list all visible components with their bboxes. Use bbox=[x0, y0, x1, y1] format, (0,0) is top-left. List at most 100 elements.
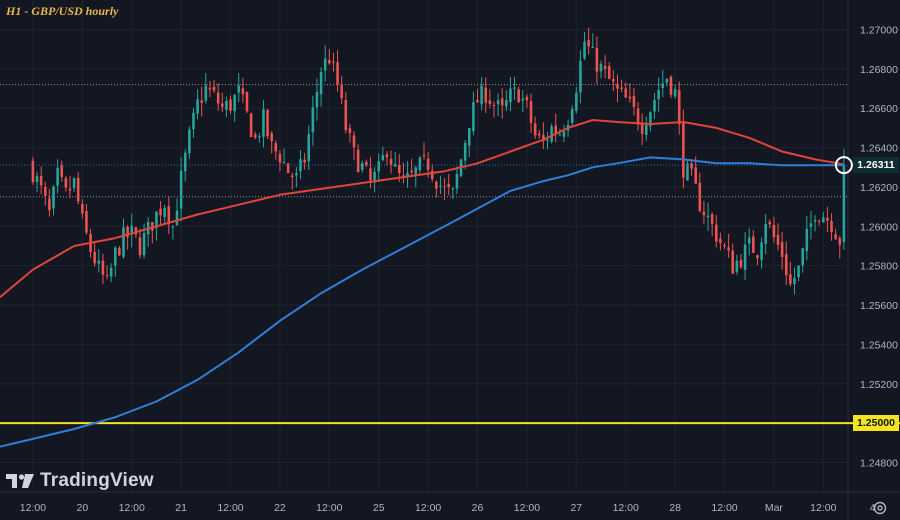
candle-down bbox=[134, 227, 138, 235]
candle-up bbox=[377, 161, 380, 172]
candle-down bbox=[385, 154, 389, 158]
candle-up bbox=[262, 109, 265, 137]
y-tick-label: 1.25800 bbox=[860, 261, 898, 273]
candle-down bbox=[756, 255, 759, 259]
candle-down bbox=[624, 88, 627, 98]
brand-name: TradingView bbox=[40, 470, 154, 491]
candle-up bbox=[406, 173, 409, 177]
candle-down bbox=[834, 234, 837, 240]
x-tick-label: Mar bbox=[765, 502, 784, 514]
candle-down bbox=[529, 101, 533, 123]
candle-down bbox=[85, 211, 88, 233]
y-tick-label: 1.27000 bbox=[860, 25, 898, 37]
candle-up bbox=[550, 126, 553, 142]
candle-up bbox=[204, 85, 208, 101]
candle-down bbox=[476, 99, 479, 103]
candle-down bbox=[443, 186, 446, 188]
candle-up bbox=[418, 157, 422, 171]
y-tick-label: 1.26400 bbox=[860, 143, 898, 155]
candle-down bbox=[328, 60, 331, 64]
candle-down bbox=[484, 87, 488, 103]
candle-up bbox=[155, 211, 158, 229]
candle-down bbox=[159, 208, 162, 216]
y-tick-label: 1.26200 bbox=[860, 182, 898, 194]
candle-up bbox=[472, 102, 475, 131]
candle-up bbox=[192, 112, 195, 130]
candle-up bbox=[521, 98, 525, 101]
y-tick-label: 1.25400 bbox=[860, 339, 898, 351]
candle-down bbox=[81, 204, 84, 214]
candle-up bbox=[113, 247, 117, 266]
candle-down bbox=[344, 100, 348, 131]
candle-down bbox=[488, 100, 492, 104]
candle-down bbox=[216, 92, 220, 104]
moving-averages bbox=[0, 119, 845, 448]
candle-down bbox=[430, 170, 434, 179]
candle-up bbox=[801, 248, 804, 266]
candle-down bbox=[789, 274, 792, 284]
horizontal-levels bbox=[0, 84, 900, 425]
time-axis[interactable]: 12:00 20 12:00 21 12:00 22 12:00 25 12:00 26 12:00… bbox=[20, 502, 876, 514]
candle-down bbox=[632, 95, 636, 107]
candle-down bbox=[682, 122, 685, 178]
candle-down bbox=[356, 149, 360, 173]
x-tick-label: 12:00 bbox=[613, 502, 639, 514]
candle-down bbox=[817, 220, 821, 222]
x-tick-label: 12:00 bbox=[514, 502, 540, 514]
candle-down bbox=[830, 221, 833, 233]
candle-down bbox=[784, 254, 788, 276]
x-tick-label: 12:00 bbox=[711, 502, 737, 514]
candle-down bbox=[274, 143, 278, 152]
candle-up bbox=[439, 185, 442, 187]
price-axis[interactable]: 1.27000 1.26800 1.26600 1.26400 1.26200 1.260… bbox=[860, 25, 898, 470]
candle-down bbox=[702, 211, 706, 216]
candle-up bbox=[468, 128, 471, 146]
candle-up bbox=[822, 217, 825, 223]
y-tick-label: 1.26600 bbox=[860, 103, 898, 115]
candle-up bbox=[109, 267, 113, 277]
current-price-label: 1.26311 bbox=[853, 157, 899, 174]
candle-down bbox=[694, 167, 697, 184]
candle-down bbox=[838, 238, 842, 245]
candle-down bbox=[365, 161, 368, 166]
candle-up bbox=[414, 167, 418, 175]
y-tick-label: 1.26800 bbox=[860, 64, 898, 76]
candle-up bbox=[196, 99, 199, 114]
candle-up bbox=[649, 112, 652, 127]
candle-down bbox=[402, 175, 405, 177]
candle-down bbox=[607, 66, 611, 79]
candle-up bbox=[797, 265, 800, 278]
brand-logo[interactable]: TradingView bbox=[6, 470, 154, 492]
candle-down bbox=[126, 226, 129, 238]
candle-up bbox=[381, 155, 385, 160]
candle-up bbox=[842, 165, 846, 243]
candle-down bbox=[151, 222, 154, 231]
candle-down bbox=[167, 206, 171, 225]
candle-up bbox=[706, 215, 710, 218]
y-tick-label: 1.24800 bbox=[860, 457, 898, 469]
y-tick-label: 1.25600 bbox=[860, 300, 898, 312]
candle-up bbox=[171, 226, 175, 228]
candle-down bbox=[768, 221, 772, 225]
candle-up bbox=[56, 167, 59, 186]
candle-up bbox=[393, 164, 397, 167]
candle-down bbox=[628, 96, 632, 99]
candle-up bbox=[570, 109, 574, 123]
current-price-marker bbox=[0, 156, 853, 175]
candle-up bbox=[282, 162, 286, 164]
candle-up bbox=[546, 139, 549, 141]
gear-icon[interactable] bbox=[872, 500, 888, 516]
candle-down bbox=[595, 48, 599, 72]
candle-down bbox=[398, 164, 401, 173]
candle-down bbox=[64, 178, 68, 188]
candle-up bbox=[480, 85, 483, 105]
x-tick-label: 12:00 bbox=[119, 502, 145, 514]
ma-red-line bbox=[0, 119, 845, 298]
candle-up bbox=[665, 78, 669, 83]
candle-down bbox=[229, 99, 232, 111]
candle-down bbox=[727, 247, 730, 251]
candle-down bbox=[245, 92, 249, 112]
x-tick-label: 28 bbox=[669, 502, 681, 514]
candle-down bbox=[710, 214, 714, 224]
